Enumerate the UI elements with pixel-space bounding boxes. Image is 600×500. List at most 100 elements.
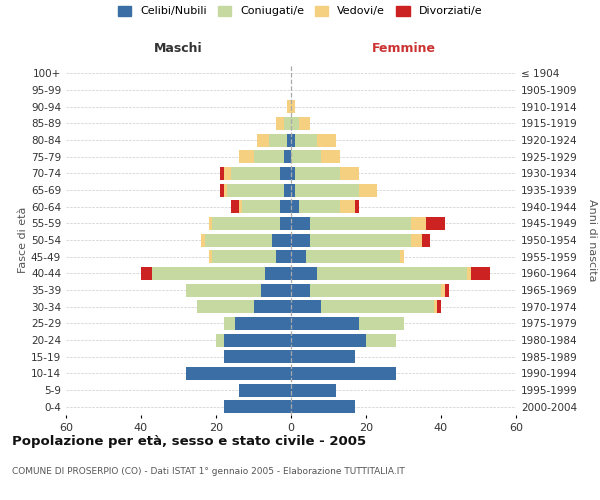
Bar <box>340 200 355 213</box>
Bar <box>235 317 291 330</box>
Bar <box>220 184 223 196</box>
Bar <box>291 217 310 230</box>
Bar <box>231 200 239 213</box>
Bar <box>310 217 411 230</box>
Bar <box>321 300 433 313</box>
Bar <box>223 334 291 346</box>
Legend: Celibi/Nubili, Coniugati/e, Vedovi/e, Divorziati/e: Celibi/Nubili, Coniugati/e, Vedovi/e, Di… <box>118 6 482 16</box>
Bar <box>254 150 284 163</box>
Bar <box>201 234 205 246</box>
Bar <box>310 284 441 296</box>
Bar <box>287 100 291 113</box>
Bar <box>212 250 276 263</box>
Bar <box>280 200 291 213</box>
Bar <box>257 134 269 146</box>
Text: Popolazione per età, sesso e stato civile - 2005: Popolazione per età, sesso e stato civil… <box>12 435 366 448</box>
Bar <box>291 100 295 113</box>
Bar <box>291 117 299 130</box>
Bar <box>291 334 366 346</box>
Bar <box>359 184 377 196</box>
Bar <box>291 284 310 296</box>
Bar <box>471 267 490 280</box>
Bar <box>291 384 336 396</box>
Bar <box>280 167 291 180</box>
Bar <box>467 267 471 280</box>
Bar <box>299 200 340 213</box>
Bar <box>186 284 261 296</box>
Bar <box>242 200 280 213</box>
Text: COMUNE DI PROSERPIO (CO) - Dati ISTAT 1° gennaio 2005 - Elaborazione TUTTITALIA.: COMUNE DI PROSERPIO (CO) - Dati ISTAT 1°… <box>12 468 405 476</box>
Bar <box>284 184 291 196</box>
Bar <box>291 250 306 263</box>
Bar <box>239 200 242 213</box>
Bar <box>254 300 291 313</box>
Bar <box>366 334 396 346</box>
Bar <box>441 284 445 296</box>
Bar <box>317 267 467 280</box>
Bar <box>295 184 359 196</box>
Bar <box>212 217 280 230</box>
Bar <box>197 300 254 313</box>
Bar <box>445 284 449 296</box>
Bar <box>239 384 291 396</box>
Bar <box>422 234 430 246</box>
Bar <box>291 350 355 363</box>
Bar <box>152 267 265 280</box>
Bar <box>400 250 404 263</box>
Bar <box>284 150 291 163</box>
Bar <box>291 367 396 380</box>
Bar <box>186 367 291 380</box>
Bar <box>291 267 317 280</box>
Bar <box>411 234 422 246</box>
Bar <box>295 134 317 146</box>
Bar <box>299 117 310 130</box>
Bar <box>231 167 280 180</box>
Bar <box>437 300 441 313</box>
Bar <box>205 234 272 246</box>
Bar <box>411 217 426 230</box>
Bar <box>310 234 411 246</box>
Bar <box>216 334 223 346</box>
Bar <box>317 134 336 146</box>
Bar <box>223 184 227 196</box>
Bar <box>291 200 299 213</box>
Y-axis label: Fasce di età: Fasce di età <box>18 207 28 273</box>
Bar <box>269 134 287 146</box>
Bar <box>306 250 400 263</box>
Bar <box>355 200 359 213</box>
Bar <box>291 167 295 180</box>
Bar <box>295 167 340 180</box>
Bar <box>433 300 437 313</box>
Bar <box>209 217 212 230</box>
Y-axis label: Anni di nascita: Anni di nascita <box>587 198 597 281</box>
Bar <box>287 134 291 146</box>
Bar <box>276 117 284 130</box>
Bar <box>291 300 321 313</box>
Bar <box>291 150 321 163</box>
Bar <box>276 250 291 263</box>
Bar <box>239 150 254 163</box>
Text: Maschi: Maschi <box>154 42 203 55</box>
Bar <box>223 350 291 363</box>
Text: Femmine: Femmine <box>371 42 436 55</box>
Bar <box>284 117 291 130</box>
Bar <box>280 217 291 230</box>
Bar <box>272 234 291 246</box>
Bar <box>321 150 340 163</box>
Bar <box>261 284 291 296</box>
Bar <box>223 167 231 180</box>
Bar <box>223 317 235 330</box>
Bar <box>220 167 223 180</box>
Bar <box>265 267 291 280</box>
Bar <box>291 400 355 413</box>
Bar <box>141 267 152 280</box>
Bar <box>359 317 404 330</box>
Bar <box>227 184 284 196</box>
Bar <box>291 184 295 196</box>
Bar <box>209 250 212 263</box>
Bar <box>223 400 291 413</box>
Bar <box>426 217 445 230</box>
Bar <box>291 234 310 246</box>
Bar <box>340 167 359 180</box>
Bar <box>291 134 295 146</box>
